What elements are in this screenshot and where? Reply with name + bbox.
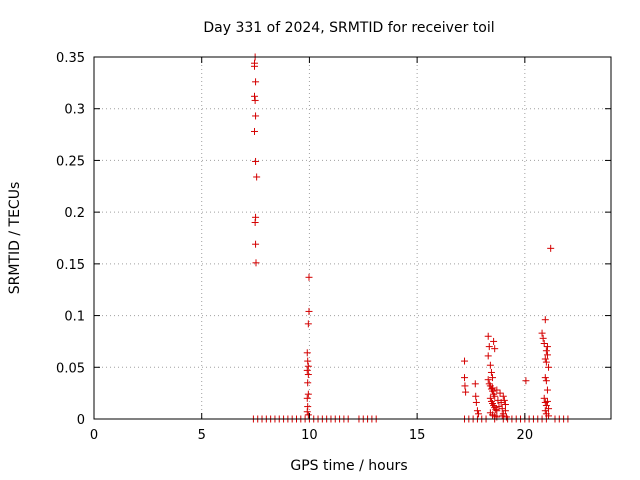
y-tick-label: 0.35 [56,51,85,66]
data-point [252,78,260,86]
data-point [489,384,497,392]
data-point [542,377,550,385]
data-point [542,358,550,366]
y-tick-label: 0.3 [64,103,85,118]
data-point [490,337,498,345]
data-point [305,307,313,315]
data-point [543,386,551,394]
data-point [461,374,469,382]
data-point [493,386,501,394]
data-point [543,397,551,405]
data-point [492,406,500,414]
data-point [486,361,494,369]
data-point [491,392,499,400]
data-point [484,352,492,360]
data-point [303,366,311,374]
data-point [522,377,530,385]
x-tick-label: 20 [517,428,534,443]
x-tick-label: 0 [90,428,98,443]
data-point [543,351,551,359]
data-point [471,380,479,388]
data-point [545,412,553,420]
y-tick-label: 0 [77,413,85,428]
data-point [461,357,469,365]
x-axis-label: GPS time / hours [290,458,407,474]
data-point [250,127,258,135]
data-point [251,96,259,104]
y-tick-labels: 0 0.05 0.1 0.15 0.2 0.25 0.3 0.35 [56,51,85,428]
data-point [545,363,553,371]
data-point [304,362,312,370]
y-axis-label: SRMTID / TECUs [7,182,23,295]
data-point [303,349,311,357]
data-point [252,259,260,267]
plot-frame [93,56,612,420]
data-point [252,240,260,248]
y-tick-label: 0.05 [56,361,85,376]
y-tick-label: 0.2 [64,206,85,221]
data-point [493,407,501,415]
chart-title: Day 331 of 2024, SRMTID for receiver toi… [203,20,494,36]
data-point [498,412,506,420]
data-point [250,92,258,100]
data-point [540,339,548,347]
data-point [547,244,555,252]
data-point [252,157,260,165]
data-point [484,376,492,384]
data-point [541,407,549,415]
data-point [500,396,508,404]
data-point [473,407,481,415]
data-point [487,368,495,376]
data-point [541,316,549,324]
data-point [542,347,550,355]
data-point [251,218,259,226]
x-tick-label: 5 [198,428,206,443]
data-point [472,392,480,400]
data-point [303,394,311,402]
data-point [462,388,470,396]
grid-lines [94,57,611,419]
x-tick-label: 10 [301,428,318,443]
data-point [250,62,258,70]
data-point [472,398,480,406]
data-point [499,392,507,400]
data-point [538,329,546,337]
data-point [484,332,492,340]
data-point [486,394,494,402]
data-point [475,410,483,418]
data-point [304,371,312,379]
data-point [541,355,549,363]
data-point [485,343,493,351]
x-tick-label: 15 [409,428,426,443]
y-tick-label: 0.1 [64,310,85,325]
data-point [489,374,497,382]
data-point [253,173,261,181]
data-point [541,374,549,382]
data-point [304,320,312,328]
data-point [304,390,312,398]
data-point [304,411,312,419]
data-point [303,408,311,416]
data-point [501,401,509,409]
data-point [304,357,312,365]
y-tick-label: 0.15 [56,258,85,273]
data-point [252,112,260,120]
x-tick-labels: 0 5 10 15 20 [90,428,533,443]
data-point [539,334,547,342]
data-point [461,382,469,390]
data-point [305,273,313,281]
axis-ticks [93,56,611,420]
data-point [491,345,499,353]
y-tick-label: 0.25 [56,154,85,169]
data-point [304,379,312,387]
data-point [543,343,551,351]
data-point [540,394,548,402]
data-point [496,389,504,397]
